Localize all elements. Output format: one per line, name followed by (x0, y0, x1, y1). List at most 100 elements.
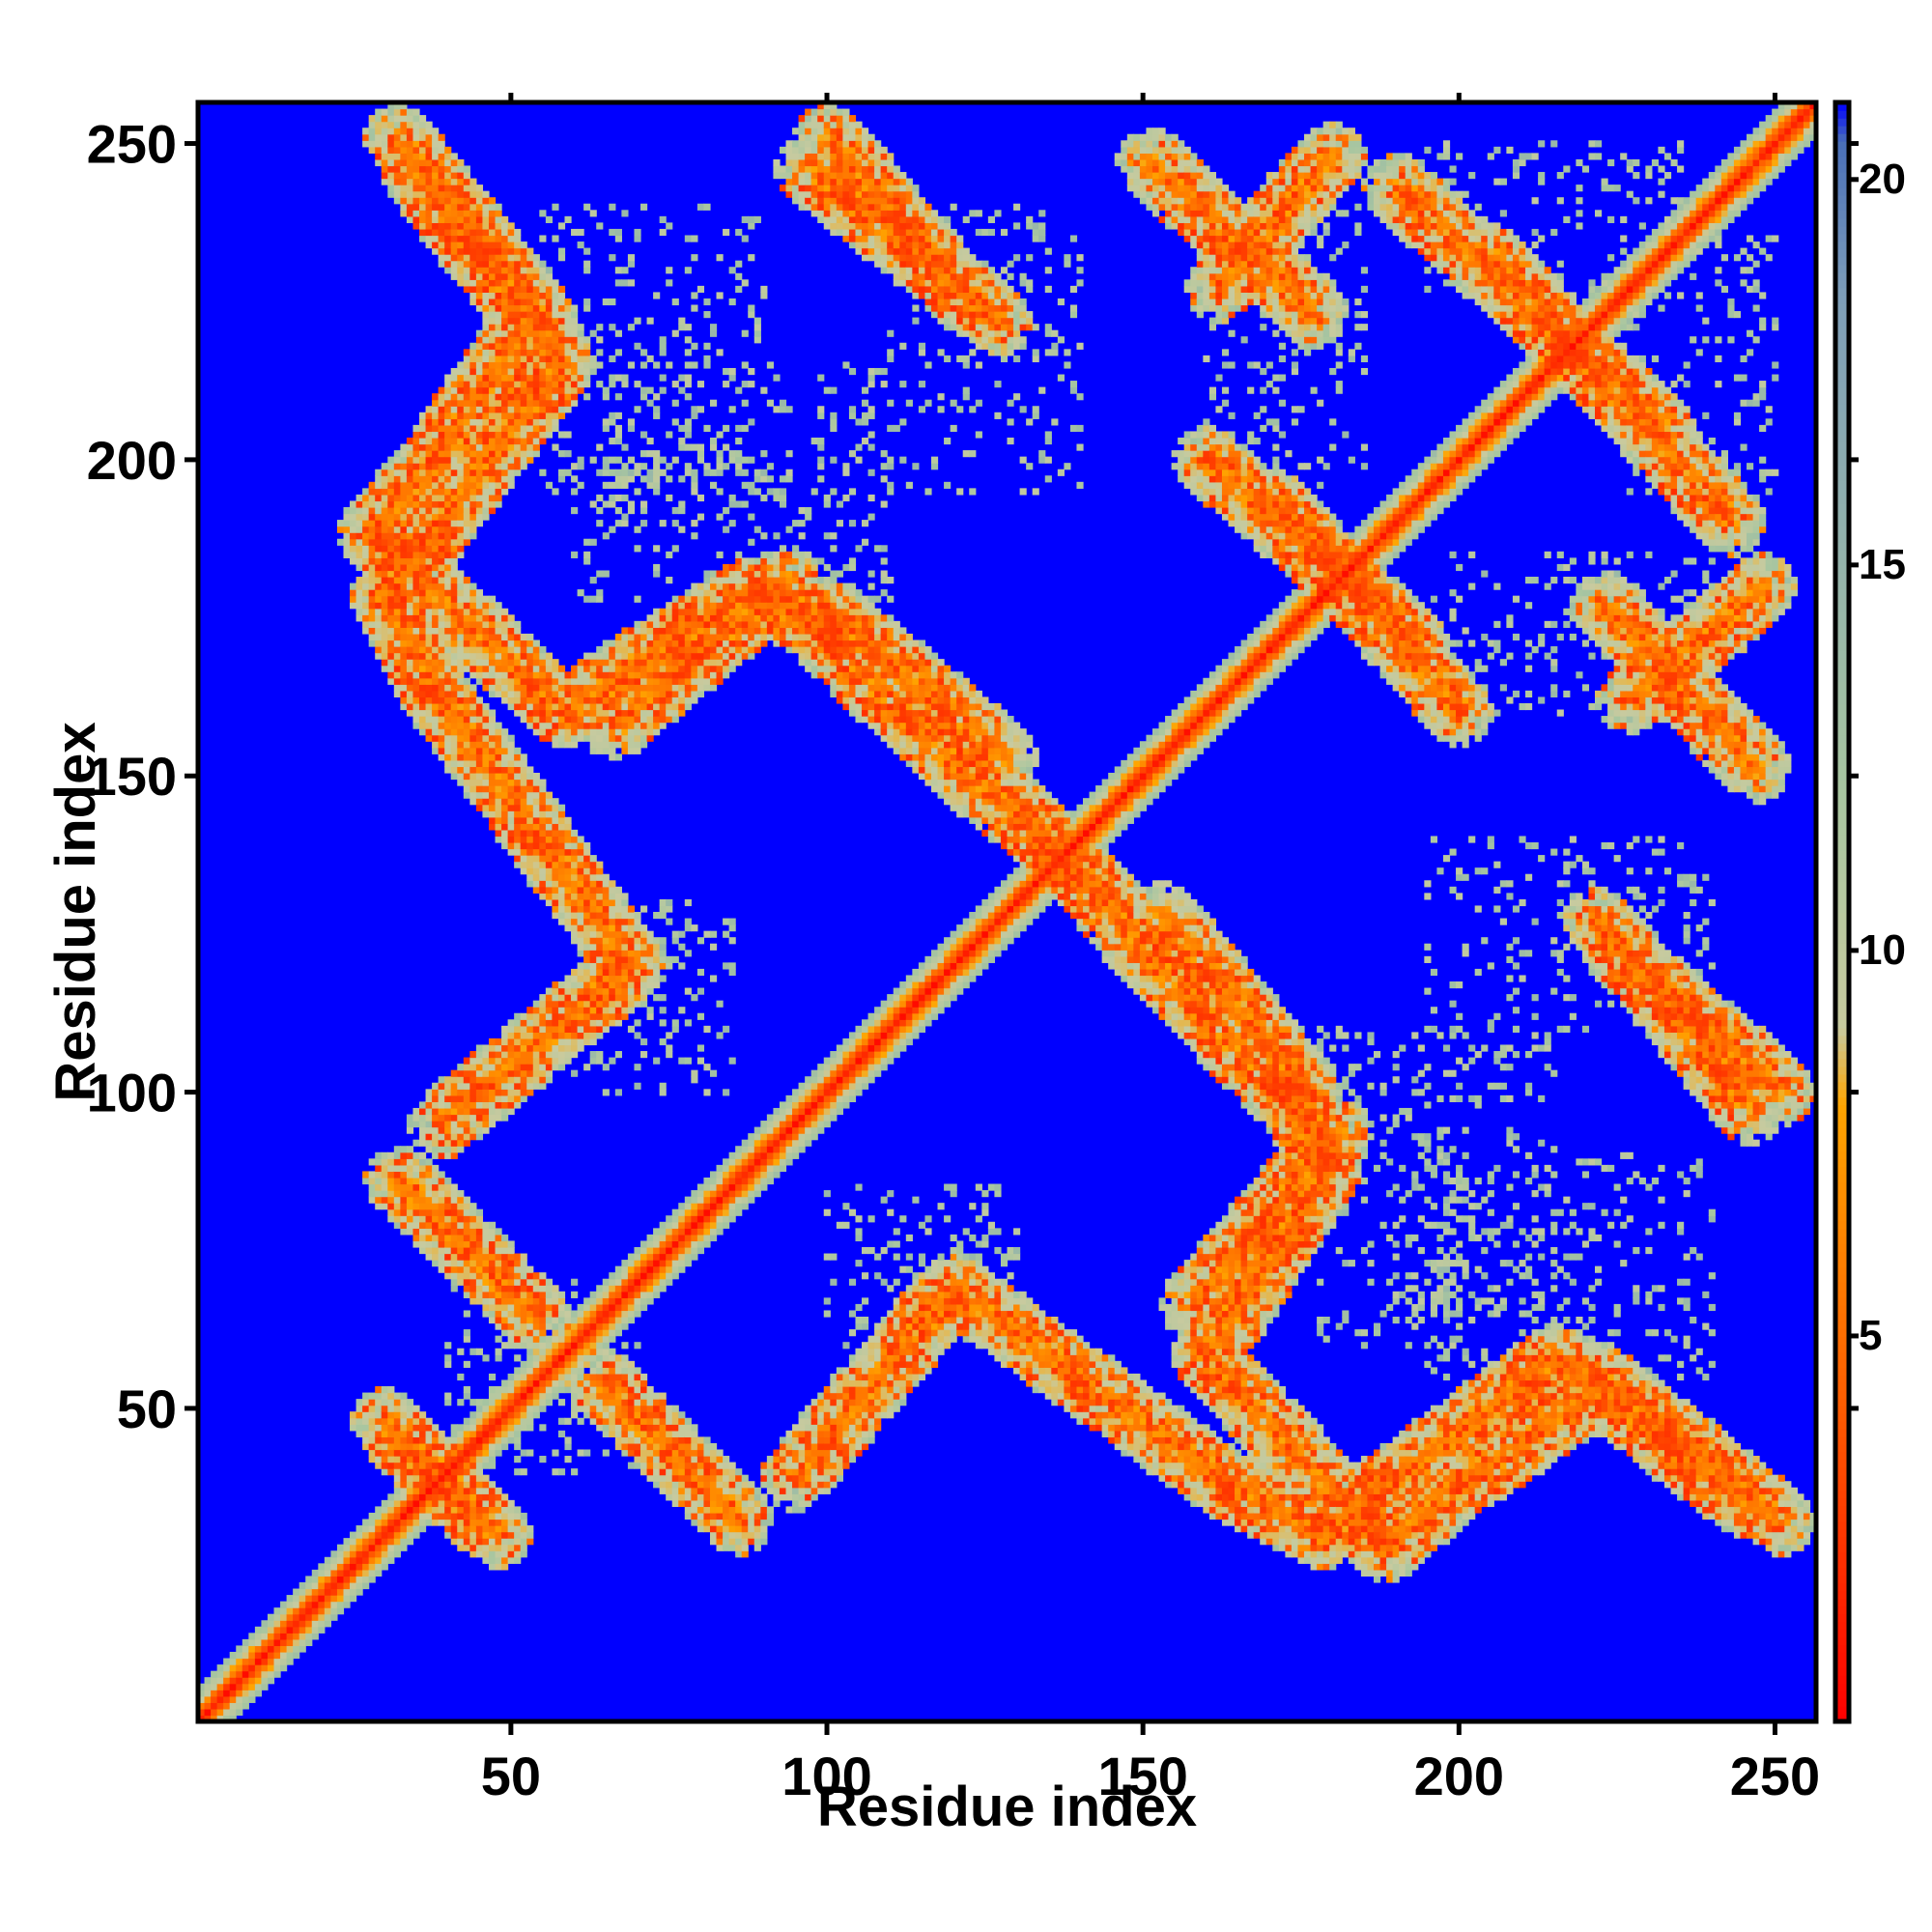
heatmap-cell (368, 1449, 376, 1457)
heatmap-cell (475, 1538, 484, 1546)
heatmap-cell (355, 1538, 363, 1546)
heatmap-cell (596, 665, 604, 672)
heatmap-cell (463, 652, 470, 660)
heatmap-cell (350, 551, 357, 558)
heatmap-cell (375, 158, 383, 167)
heatmap-cell (501, 823, 509, 831)
heatmap-cell (646, 1392, 654, 1400)
heatmap-cell (381, 602, 388, 610)
heatmap-cell (557, 855, 566, 863)
heatmap-cell (419, 1487, 427, 1494)
heatmap-cell (438, 153, 445, 160)
heatmap-cell (488, 1550, 497, 1558)
heatmap-cell (432, 1089, 440, 1096)
heatmap-cell (444, 709, 452, 717)
heatmap-cell (463, 520, 470, 527)
heatmap-cell (501, 1499, 509, 1508)
heatmap-cell (450, 582, 458, 590)
heatmap-cell (216, 1677, 224, 1685)
heatmap-cell (450, 1215, 458, 1223)
heatmap-cell (634, 684, 641, 692)
heatmap-cell (482, 684, 490, 692)
heatmap-cell (425, 563, 433, 572)
heatmap-cell (526, 1082, 534, 1090)
heatmap-cell (412, 1228, 420, 1236)
heatmap-cell (514, 1392, 522, 1400)
heatmap-cell (514, 1101, 522, 1109)
heatmap-cell (564, 1442, 572, 1451)
heatmap-cell (520, 816, 527, 824)
heatmap-cell (539, 1329, 547, 1337)
heatmap-cell (438, 1456, 445, 1463)
heatmap-cell (387, 545, 395, 553)
heatmap-cell (381, 557, 388, 565)
heatmap-cell (350, 1411, 357, 1419)
heatmap-cell (602, 1297, 610, 1305)
heatmap-cell (444, 595, 452, 603)
heatmap-cell (475, 292, 484, 299)
heatmap-cell (457, 582, 465, 590)
heatmap-cell (211, 1695, 218, 1703)
heatmap-cell (571, 1007, 579, 1014)
heatmap-cell (532, 399, 540, 407)
heatmap-cell (488, 646, 497, 654)
heatmap-cell (393, 1474, 401, 1482)
heatmap-cell (469, 367, 477, 376)
heatmap-cell (475, 1512, 484, 1520)
heatmap-cell (223, 1702, 231, 1710)
heatmap-cell (495, 1430, 502, 1437)
heatmap-cell (362, 1392, 370, 1400)
heatmap-cell (501, 1386, 509, 1394)
heatmap-cell (609, 1386, 616, 1394)
heatmap-cell (412, 1456, 420, 1463)
heatmap-cell (425, 1234, 433, 1242)
heatmap-cell (406, 210, 414, 217)
heatmap-cell (450, 532, 458, 540)
heatmap-cell (514, 829, 522, 838)
heatmap-cell (488, 488, 497, 496)
heatmap-cell (609, 500, 616, 508)
heatmap-cell (444, 475, 452, 483)
heatmap-cell (368, 1538, 376, 1546)
heatmap-cell (602, 1430, 610, 1437)
heatmap-cell (475, 1246, 484, 1255)
heatmap-cell (432, 602, 440, 610)
heatmap-cell (406, 633, 414, 641)
heatmap-cell (627, 1411, 636, 1419)
heatmap-cell (557, 355, 566, 363)
heatmap-cell (507, 779, 515, 786)
heatmap-cell (432, 140, 440, 148)
heatmap-cell (469, 659, 477, 667)
heatmap-cell (564, 734, 572, 742)
heatmap-cell (589, 709, 597, 717)
heatmap-cell (381, 1462, 388, 1469)
heatmap-cell (469, 690, 477, 698)
heatmap-cell (463, 1531, 470, 1539)
heatmap-cell (501, 1246, 509, 1255)
heatmap-cell (571, 741, 579, 749)
heatmap-cell (482, 215, 490, 223)
heatmap-cell (387, 577, 395, 584)
heatmap-cell (482, 374, 490, 382)
heatmap-cell (438, 424, 445, 433)
heatmap-cell (475, 589, 484, 597)
heatmap-cell (286, 1620, 294, 1628)
heatmap-cell (482, 311, 490, 319)
heatmap-cell (507, 450, 515, 458)
heatmap-cell (412, 456, 420, 464)
heatmap-cell (475, 627, 484, 635)
heatmap-cell (432, 690, 440, 698)
heatmap-cell (557, 469, 566, 476)
heatmap-cell (520, 1032, 527, 1039)
heatmap-cell (469, 1544, 477, 1551)
heatmap-cell (514, 1468, 522, 1476)
heatmap-cell (438, 526, 445, 533)
heatmap-cell (495, 836, 502, 843)
heatmap-cell (501, 304, 509, 312)
heatmap-cell (412, 545, 420, 553)
heatmap-cell (450, 1499, 458, 1508)
heatmap-cell (457, 538, 465, 546)
heatmap-cell (501, 1240, 509, 1248)
heatmap-cell (419, 1196, 427, 1204)
